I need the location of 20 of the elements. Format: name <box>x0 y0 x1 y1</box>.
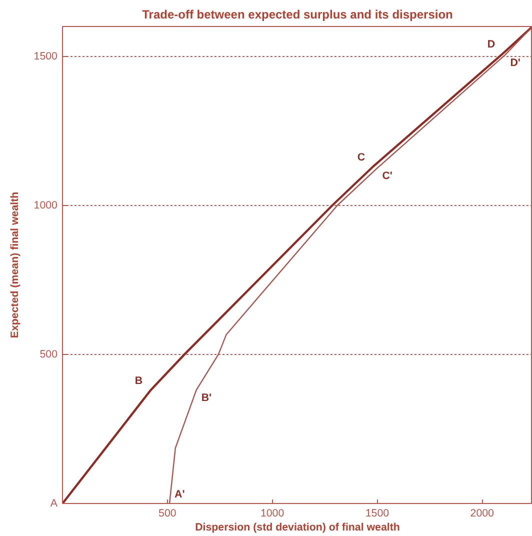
x-tick-label: 500 <box>158 508 176 520</box>
line-series <box>62 26 532 504</box>
annotation: C' <box>382 170 392 182</box>
y-tick-label: 500 <box>40 348 58 360</box>
annotation: B' <box>201 392 212 404</box>
line-series <box>168 26 532 504</box>
chart-title: Trade-off between expected surplus and its dispersion <box>142 8 453 22</box>
y-axis-title: Expected (mean) final wealth <box>8 192 21 338</box>
annotation: D' <box>510 56 520 69</box>
annotation: B <box>134 375 143 388</box>
annotation: C <box>357 152 366 164</box>
y-tick-label: 1500 <box>34 50 58 62</box>
annotation: A' <box>174 488 185 500</box>
x-tick-label: 2000 <box>470 508 494 520</box>
y-tick-label: A <box>50 498 58 510</box>
y-tick-label: 1000 <box>34 199 58 212</box>
x-tick-label: 1500 <box>365 508 390 520</box>
x-tick-label: 1000 <box>260 508 284 520</box>
x-axis-title: Dispersion (std deviation) of final wealth <box>195 522 400 534</box>
annotation: D <box>487 38 496 50</box>
